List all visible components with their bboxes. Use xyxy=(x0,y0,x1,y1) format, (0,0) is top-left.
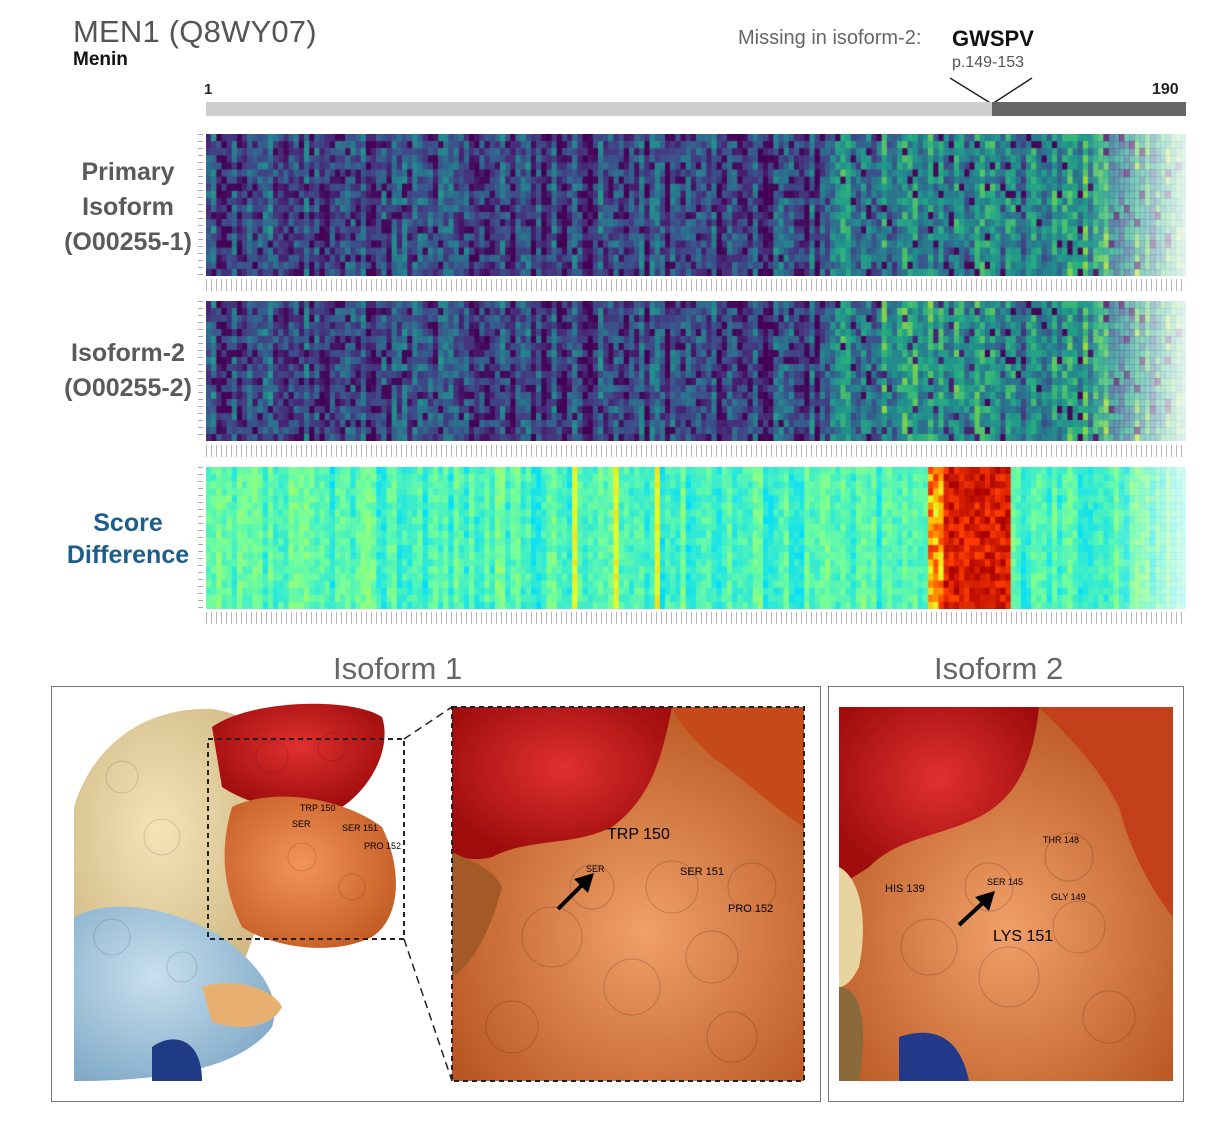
overview-label-pro152: PRO 152 xyxy=(364,841,401,851)
missing-position: p.149-153 xyxy=(952,54,1025,71)
isoform2-label: Isoform-2 (O00255-2) xyxy=(48,336,208,406)
isoform2-surface-render: HIS 139 SER 145 THR 148 GLY 149 LYS 151 xyxy=(839,707,1173,1081)
isoform1-overview: TRP 150 SER SER 151 PRO 152 xyxy=(74,703,404,1081)
overview-label-ser: SER xyxy=(292,819,311,829)
amino-acid-axis-ticks xyxy=(198,134,203,276)
primary-label-line1: Primary xyxy=(81,158,175,186)
iso2-label-ser145: SER 145 xyxy=(987,877,1023,887)
missing-label: Missing in isoform-2: xyxy=(738,27,922,49)
zoom-arrow-icon xyxy=(556,873,594,911)
missing-sequence: GWSPV xyxy=(952,26,1034,51)
primary-isoform-heatmap xyxy=(206,134,1186,276)
isoform2-label-line2: (O00255-2) xyxy=(64,374,192,402)
zoom-connector-bottom xyxy=(403,938,453,1082)
isoform2-structure-title: Isoform 2 xyxy=(934,651,1064,686)
zoom-connector-top xyxy=(403,706,453,740)
residue-axis-ticks xyxy=(206,279,1186,291)
residue-axis-ticks xyxy=(206,445,1186,457)
zoom-label-pro152: PRO 152 xyxy=(728,903,773,915)
score-label-line2: Difference xyxy=(66,541,190,569)
deletion-pointer xyxy=(949,77,1033,105)
score-difference-heatmap xyxy=(206,467,1186,609)
residue-axis-ticks xyxy=(206,612,1186,624)
sequence-bar-retained xyxy=(206,102,992,116)
gene-title: MEN1 (Q8WY07) xyxy=(73,14,317,49)
isoform1-surface-render: TRP 150 SER SER 151 PRO 152 TRP 150 SER … xyxy=(74,703,805,1082)
sequence-start-label: 1 xyxy=(204,81,213,98)
isoform1-structure-panel: TRP 150 SER SER 151 PRO 152 TRP 150 SER … xyxy=(51,686,821,1102)
isoform1-zoom-view: TRP 150 SER SER 151 PRO 152 xyxy=(452,707,804,1081)
isoform1-structure-title: Isoform 1 xyxy=(333,651,463,686)
zoom-view-frame xyxy=(451,706,805,1082)
primary-label-line2: Isoform xyxy=(82,193,174,221)
primary-isoform-label: Primary Isoform (O00255-1) xyxy=(48,155,208,260)
isoform2-structure-panel: HIS 139 SER 145 THR 148 GLY 149 LYS 151 xyxy=(828,686,1184,1102)
zoom-label-ser151: SER 151 xyxy=(680,866,724,878)
amino-acid-axis-ticks xyxy=(198,467,203,609)
iso2-arrow-icon xyxy=(957,891,995,927)
zoom-label-trp150: TRP 150 xyxy=(607,826,670,843)
iso2-label-lys151: LYS 151 xyxy=(993,928,1053,945)
protein-name: Menin xyxy=(73,49,128,70)
iso2-label-his139: HIS 139 xyxy=(885,883,925,895)
amino-acid-axis-ticks xyxy=(198,301,203,441)
iso2-label-gly149: GLY 149 xyxy=(1051,892,1086,902)
zoom-label-ser: SER xyxy=(586,864,605,874)
sequence-end-label: 190 xyxy=(1152,81,1179,98)
overview-label-trp150: TRP 150 xyxy=(300,803,335,813)
score-label-line1: Score xyxy=(93,509,163,537)
isoform2-heatmap xyxy=(206,301,1186,441)
sequence-bar-deleted-region xyxy=(992,102,1186,116)
iso2-label-thr148: THR 148 xyxy=(1043,835,1079,845)
primary-label-line3: (O00255-1) xyxy=(64,228,192,256)
overview-label-ser151: SER 151 xyxy=(342,823,378,833)
isoform2-label-line1: Isoform-2 xyxy=(71,339,185,367)
score-difference-label: Score Difference xyxy=(48,507,208,571)
